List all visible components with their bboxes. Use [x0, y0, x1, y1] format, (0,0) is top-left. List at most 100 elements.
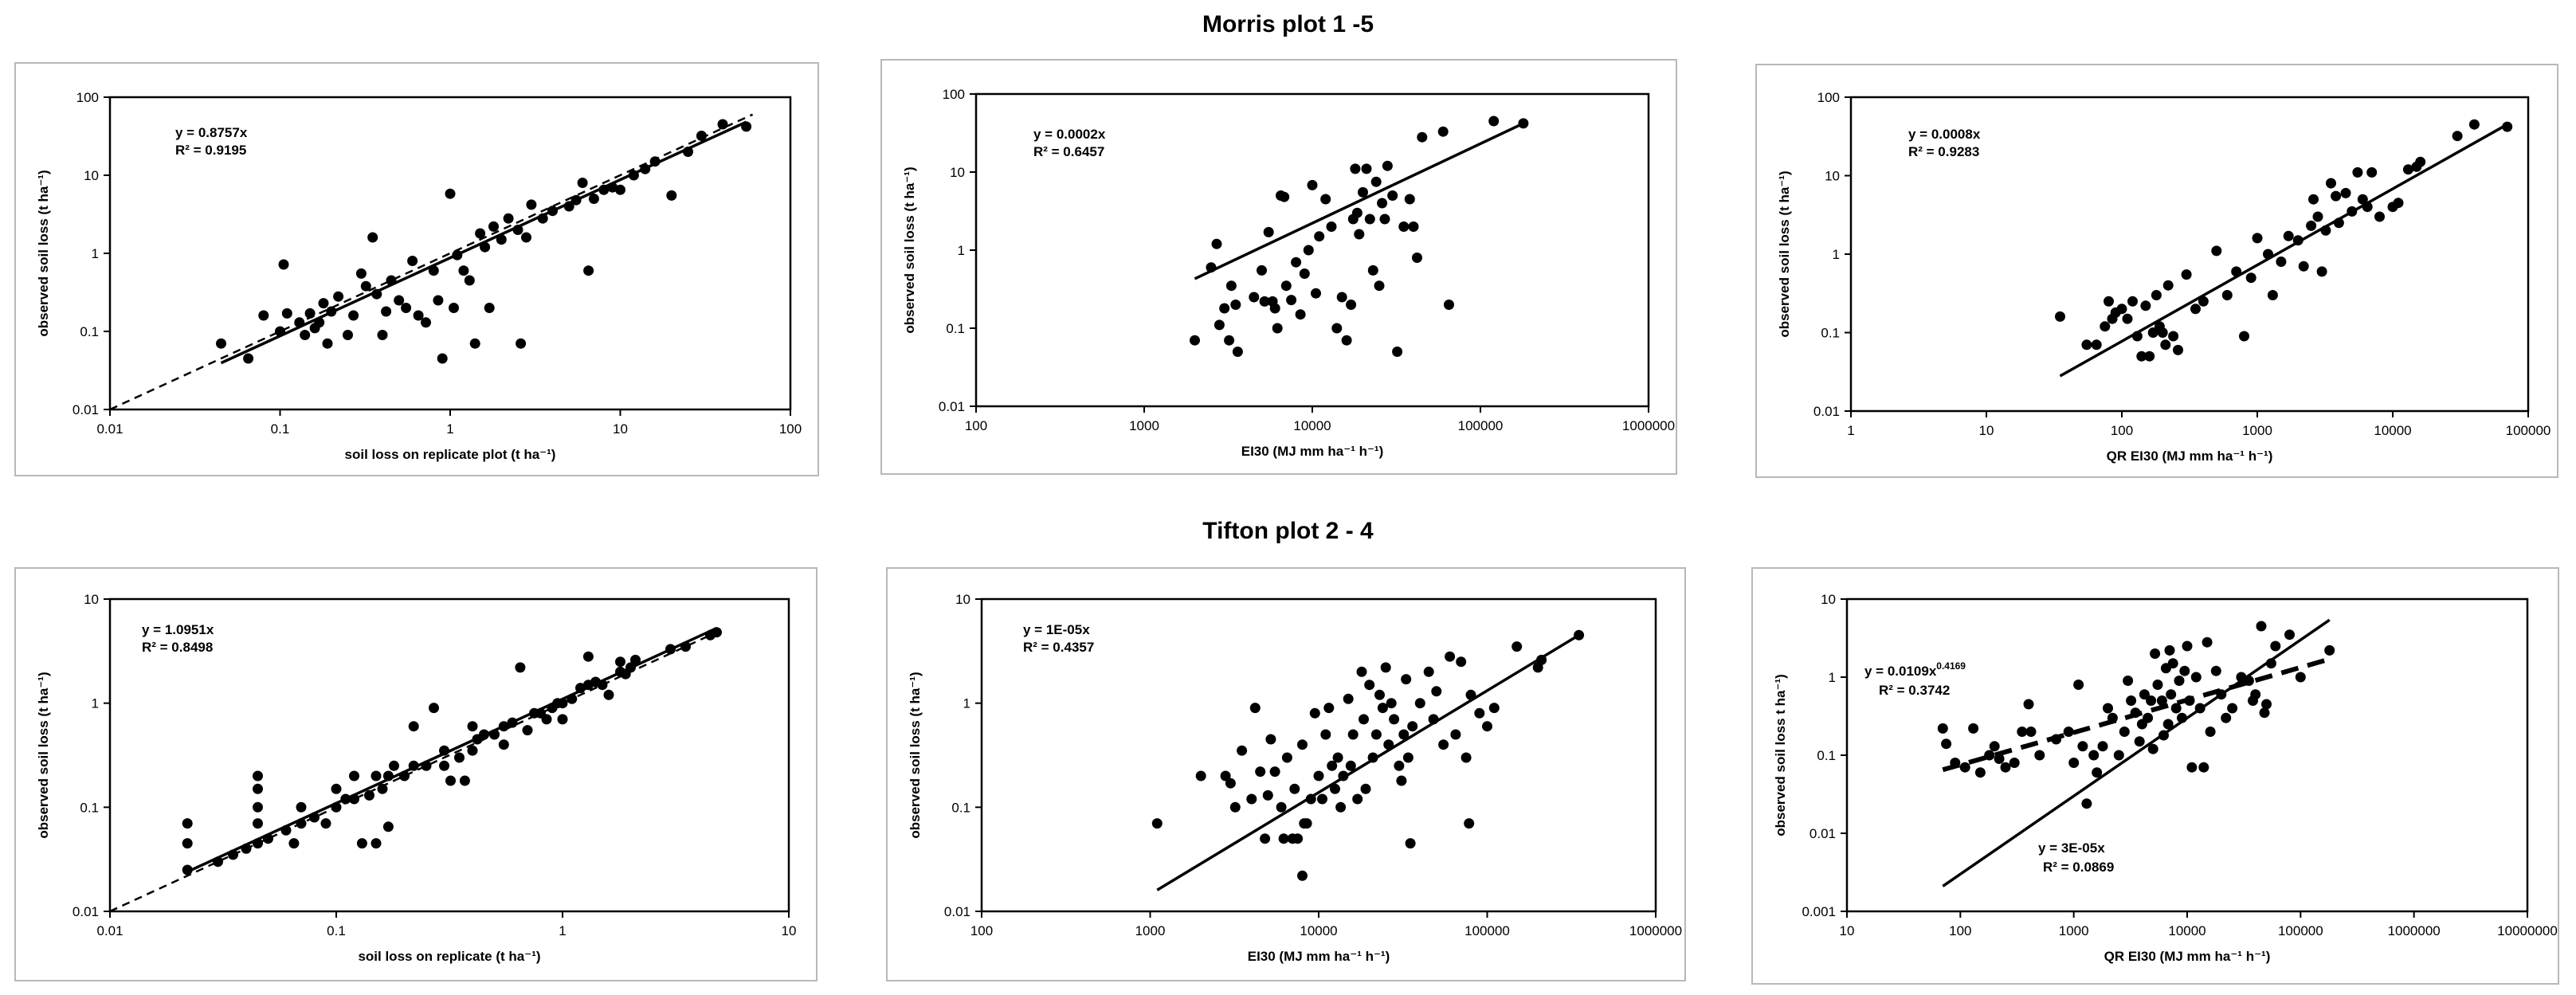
data-point [2103, 703, 2113, 714]
chart-panel-morris-replicate: 0.01 0.1 1 10 100 0.01 0.1 1 10 100 soil loss on r… [14, 62, 819, 476]
data-point [2298, 261, 2309, 272]
data-point [1456, 656, 1467, 668]
data-point [355, 268, 367, 279]
data-point [2284, 629, 2295, 640]
data-point [2308, 194, 2319, 205]
data-point [1313, 770, 1324, 782]
data-point [371, 770, 382, 782]
data-point [1309, 707, 1320, 719]
data-point [488, 221, 499, 232]
x-tick-label: 100 [1949, 923, 1971, 938]
data-point [2292, 235, 2304, 246]
data-point [288, 838, 300, 849]
data-point [1574, 629, 1585, 640]
data-point [1246, 793, 1257, 805]
data-point [2265, 658, 2276, 669]
data-point [2205, 727, 2216, 737]
data-point [1518, 118, 1529, 129]
y-tick-label: 0.001 [1802, 904, 1836, 919]
data-point [1370, 729, 1382, 740]
data-point [182, 838, 193, 849]
y-axis-title: observed soil loss (t ha⁻¹) [1777, 170, 1792, 337]
equation-text: R² = 0.4357 [1023, 640, 1094, 655]
data-point [263, 833, 273, 844]
data-point [2097, 741, 2108, 752]
data-point [228, 849, 238, 860]
y-tick-label: 1 [92, 246, 99, 261]
data-point [1276, 801, 1287, 813]
data-point [2415, 156, 2426, 167]
data-point [1345, 760, 1356, 771]
data-point [1346, 300, 1357, 310]
y-tick-label: 0.01 [1813, 404, 1840, 419]
chart-panel-tifton-replicate: 0.01 0.1 1 10 0.01 0.1 1 10 soil loss on replica… [14, 567, 817, 981]
y-axis-title: observed soil loss (t ha⁻¹) [36, 672, 51, 838]
data-point [437, 353, 448, 364]
data-point [309, 812, 320, 823]
data-point [360, 280, 371, 292]
data-point [1230, 300, 1241, 310]
data-point [2146, 695, 2157, 706]
data-point [603, 689, 614, 700]
x-tick-label: 1 [1847, 423, 1854, 438]
data-point [2182, 640, 2193, 652]
x-axis-title: soil loss on replicate (t ha⁻¹) [358, 949, 540, 964]
data-point [2211, 245, 2222, 257]
data-point [1206, 262, 1217, 273]
data-point [607, 182, 618, 193]
regression-equation-label: y = 1.0951x [142, 622, 214, 637]
data-point [1482, 721, 1492, 732]
data-point [1431, 686, 1442, 697]
y-tick-label: 0.01 [73, 402, 99, 417]
data-point [1974, 767, 1986, 778]
data-point [557, 698, 568, 709]
x-tick-label: 10 [1840, 923, 1855, 938]
data-point [2088, 750, 2100, 761]
data-point [1392, 347, 1403, 357]
chart-svg-tifton-ei30: 100 1000 10000 100000 1000000 0.01 0.1 1 10 EI30 … [908, 592, 1682, 964]
y-tick-label: 10 [1821, 592, 1836, 607]
data-point [1303, 245, 1314, 256]
data-point [1341, 335, 1352, 346]
chart-svg-morris-ei30: 100 1000 10000 100000 1000000 0.01 0.1 1 10 100 EI… [902, 87, 1675, 459]
data-point [1414, 698, 1425, 709]
data-point [413, 310, 424, 321]
data-point [1968, 723, 1979, 734]
data-point [2179, 665, 2190, 676]
data-point [304, 308, 316, 319]
data-point [394, 295, 405, 306]
data-point [2073, 680, 2084, 690]
data-point [1286, 295, 1297, 306]
data-point [1351, 207, 1362, 218]
data-point [1331, 323, 1343, 334]
data-point [475, 228, 486, 239]
x-tick-label: 1000000 [1629, 923, 1682, 938]
data-point [2081, 798, 2092, 809]
data-point [294, 317, 305, 328]
x-tick-label: 1000 [2059, 923, 2089, 938]
chart-svg-tifton-qrei30: 10 100 1000 10000 100000 1000000 10000000 0.001… [1773, 592, 2558, 964]
data-point [2252, 233, 2263, 244]
x-tick-label: 100 [2111, 423, 2133, 438]
data-point [2055, 311, 2065, 322]
data-point [1299, 268, 1310, 279]
x-tick-label: 100 [970, 923, 993, 938]
data-point [1307, 179, 1318, 190]
data-point [241, 843, 252, 854]
y-tick-label: 0.1 [80, 800, 99, 815]
data-point [1335, 801, 1347, 813]
data-point [1327, 760, 1338, 771]
data-point [296, 801, 307, 813]
data-point [1291, 257, 1302, 268]
data-point [1269, 766, 1280, 778]
data-point [696, 131, 707, 141]
data-point [1229, 801, 1241, 813]
data-point [575, 683, 586, 694]
data-point [389, 760, 399, 771]
data-point [421, 317, 431, 328]
data-point [2009, 758, 2020, 768]
y-tick-label: 10 [955, 592, 970, 607]
data-point [1262, 789, 1273, 801]
data-point [2152, 680, 2163, 690]
data-point [1950, 758, 1961, 768]
